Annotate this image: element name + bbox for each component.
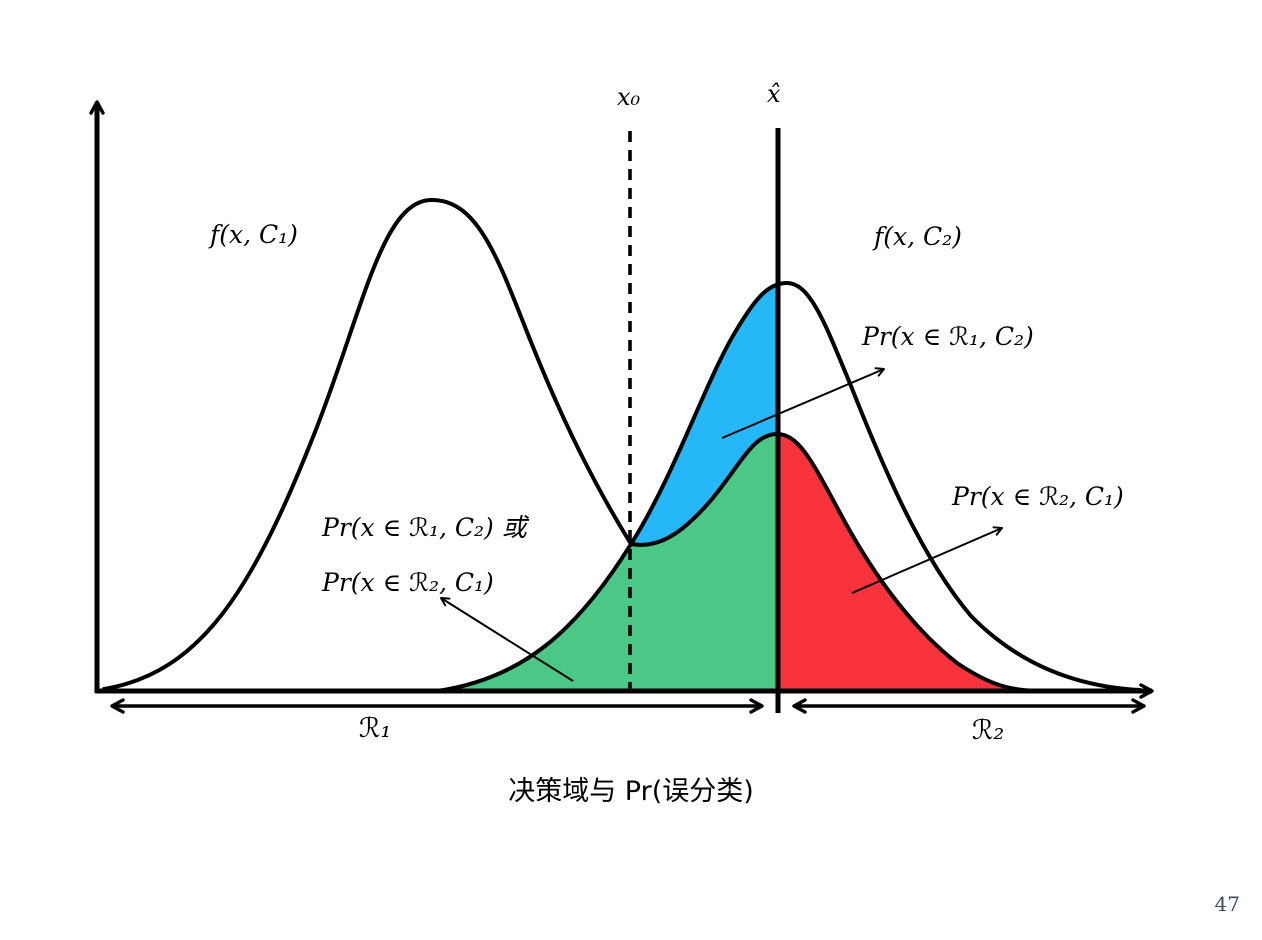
green-region-annotation-line2: Pr(x ∈ ℛ₂, C₁) xyxy=(322,568,494,597)
red-region xyxy=(778,434,1037,691)
optimal-boundary-label: x₀ xyxy=(617,83,641,111)
r2-region-label: ℛ₂ xyxy=(971,715,1005,746)
red-annotation-arrow xyxy=(851,526,1003,594)
class1-density-label: f(x, C₁) xyxy=(210,220,298,249)
blue-annotation-arrow xyxy=(721,367,885,439)
page-number: 47 xyxy=(1214,892,1240,916)
class1-density-curve xyxy=(102,197,633,691)
overlap-hump-curve xyxy=(629,431,1039,693)
green-region xyxy=(437,434,778,691)
red-region-annotation: Pr(x ∈ ℛ₂, C₁) xyxy=(952,482,1124,511)
r1-region-label: ℛ₁ xyxy=(358,713,392,744)
blue-region-annotation: Pr(x ∈ ℛ₁, C₂) xyxy=(862,322,1034,351)
class2-density-curve xyxy=(435,280,1142,693)
figure-caption: 决策域与 Pr(误分类) xyxy=(508,776,754,807)
green-region-annotation: Pr(x ∈ ℛ₁, C₂) 或 Pr(x ∈ ℛ₂, C₁) xyxy=(322,500,527,610)
class2-density-label: f(x, C₂) xyxy=(874,222,962,251)
decision-boundary-label: x̂ xyxy=(767,80,781,108)
green-region-annotation-line1: Pr(x ∈ ℛ₁, C₂) 或 xyxy=(322,513,527,542)
green-annotation-arrow xyxy=(440,597,574,682)
